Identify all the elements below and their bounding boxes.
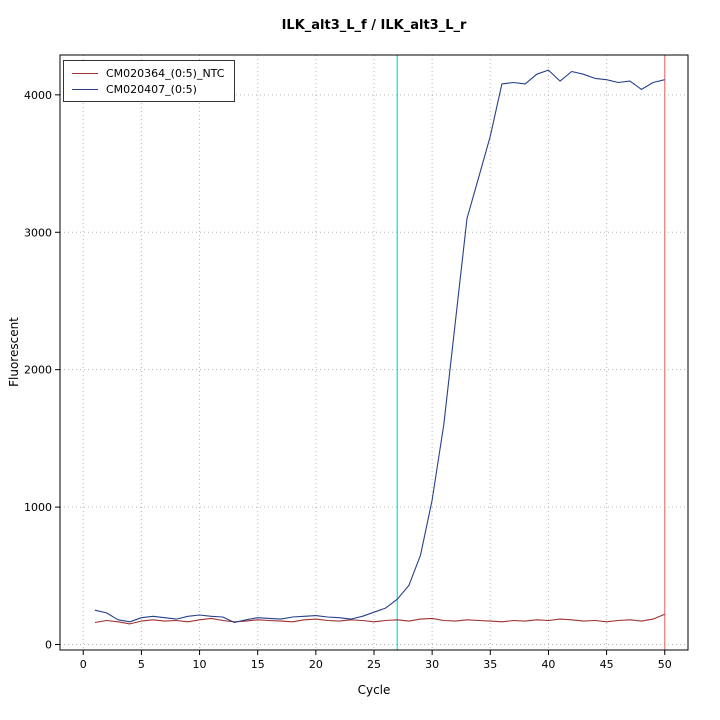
x-tick-label: 40 bbox=[541, 658, 555, 671]
x-tick-label: 10 bbox=[193, 658, 207, 671]
legend-item-sample: CM020407_(0:5) bbox=[72, 81, 224, 97]
chart-title: ILK_alt3_L_f / ILK_alt3_L_r bbox=[281, 18, 467, 33]
x-tick-label: 50 bbox=[658, 658, 672, 671]
x-tick-label: 20 bbox=[309, 658, 323, 671]
y-tick-label: 3000 bbox=[24, 226, 52, 239]
legend-item-ntc: CM020364_(0:5)_NTC bbox=[72, 65, 224, 81]
y-tick-label: 2000 bbox=[24, 364, 52, 377]
x-tick-label: 25 bbox=[367, 658, 381, 671]
x-tick-label: 5 bbox=[138, 658, 145, 671]
plot-border bbox=[59, 54, 689, 651]
series-line-0 bbox=[94, 613, 665, 625]
x-tick-label: 30 bbox=[425, 658, 439, 671]
legend: CM020364_(0:5)_NTC CM020407_(0:5) bbox=[63, 60, 236, 102]
x-tick-label: 35 bbox=[483, 658, 497, 671]
legend-line-swatch-blue bbox=[72, 88, 98, 90]
x-tick-label: 45 bbox=[600, 658, 614, 671]
y-axis-label: Fluorescent bbox=[7, 317, 21, 387]
legend-line-swatch-red bbox=[72, 72, 98, 74]
x-axis-label: Cycle bbox=[357, 683, 391, 697]
series-line-1 bbox=[94, 69, 665, 624]
y-tick-label: 4000 bbox=[24, 89, 52, 102]
y-tick-label: 1000 bbox=[24, 501, 52, 514]
x-tick-label: 15 bbox=[251, 658, 265, 671]
x-tick-label: 0 bbox=[80, 658, 87, 671]
y-tick-label: 0 bbox=[45, 639, 52, 652]
legend-label-ntc: CM020364_(0:5)_NTC bbox=[106, 66, 225, 80]
legend-label-sample: CM020407_(0:5) bbox=[106, 82, 197, 96]
